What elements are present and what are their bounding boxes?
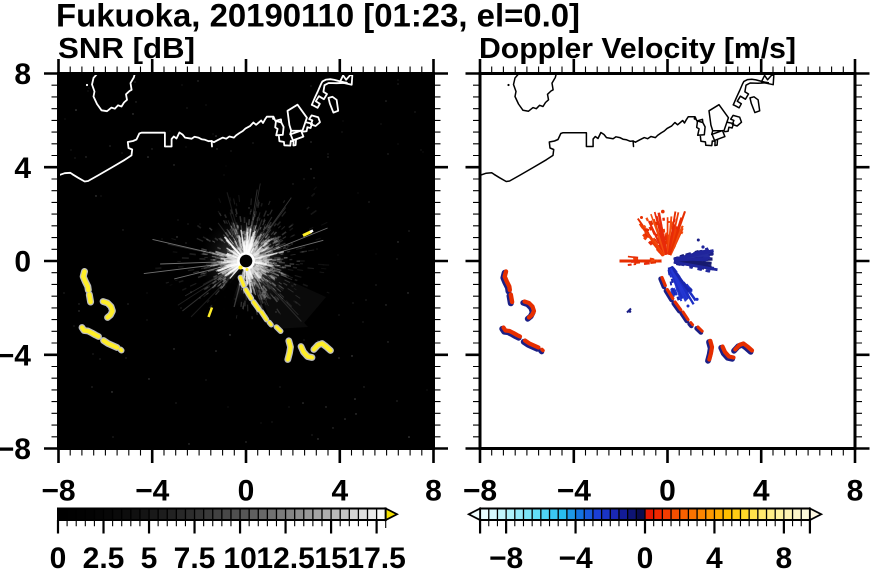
svg-text:10: 10 [223, 542, 256, 570]
svg-text:8: 8 [847, 475, 864, 508]
svg-text:0: 0 [637, 542, 654, 570]
svg-text:4: 4 [753, 475, 770, 508]
svg-text:−8: −8 [41, 475, 75, 508]
svg-text:15: 15 [314, 542, 347, 570]
svg-text:−8: −8 [489, 542, 523, 570]
svg-text:12.5: 12.5 [256, 542, 314, 570]
svg-text:5: 5 [141, 542, 158, 570]
svg-text:0: 0 [238, 475, 255, 508]
svg-text:0: 0 [659, 475, 676, 508]
svg-text:4: 4 [14, 152, 31, 185]
svg-text:8: 8 [425, 475, 442, 508]
svg-text:−4: −4 [0, 339, 31, 372]
svg-text:4: 4 [331, 475, 348, 508]
svg-text:−8: −8 [0, 433, 31, 466]
svg-text:2.5: 2.5 [83, 542, 125, 570]
svg-text:7.5: 7.5 [174, 542, 216, 570]
svg-text:−4: −4 [135, 475, 170, 508]
svg-text:SNR [dB]: SNR [dB] [58, 33, 195, 65]
svg-text:8: 8 [14, 58, 31, 91]
svg-text:0: 0 [14, 246, 31, 279]
svg-text:4: 4 [706, 542, 723, 570]
svg-text:−4: −4 [557, 475, 592, 508]
svg-text:17.5: 17.5 [347, 542, 405, 570]
svg-text:8: 8 [776, 542, 793, 570]
svg-text:Doppler Velocity [m/s]: Doppler Velocity [m/s] [479, 33, 796, 65]
svg-text:−8: −8 [463, 475, 497, 508]
svg-text:−4: −4 [558, 542, 593, 570]
svg-text:Fukuoka, 20190110 [01:23, el=0: Fukuoka, 20190110 [01:23, el=0.0] [56, 0, 580, 34]
svg-text:0: 0 [50, 542, 67, 570]
